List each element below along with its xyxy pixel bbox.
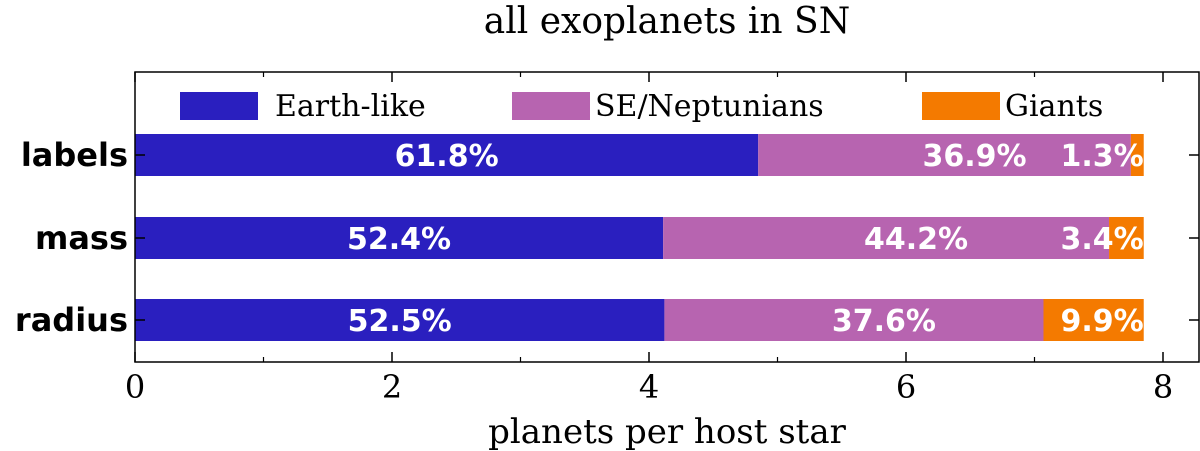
x-axis-label: planets per host star [488,412,846,451]
category-label-mass: mass [35,219,128,257]
bar-mass-se-neptunians [663,217,1110,259]
x-axis: 0 2 4 6 8 [125,72,1199,406]
percent-label-radius-earth-like: 52.5% [348,304,452,339]
bar-mass-earth-like [135,217,664,259]
bar-labels-earth-like [135,134,759,176]
bar-radius-giants [1043,299,1144,341]
percent-label-labels-earth-like: 61.8% [395,139,499,174]
bar-labels-se-neptunians [758,134,1131,176]
category-label-labels: labels [21,136,128,174]
percent-label-mass-giants: 3.4% [1061,222,1144,257]
percent-label-mass-earth-like: 52.4% [347,222,451,257]
percent-label-labels-se-neptunians: 36.9% [923,139,1027,174]
x-tick-label: 2 [382,368,402,406]
bar-radius-se-neptunians [664,299,1044,341]
x-tick-label: 6 [896,368,916,406]
bars-group: 61.8% 36.9% 1.3% 52.4% 44.2% 3.4% 52.5% 37.6% 9.… [135,134,1144,341]
x-tick-label: 4 [639,368,659,406]
percent-label-mass-se-neptunians: 44.2% [864,222,968,257]
chart-title: all exoplanets in SN [484,1,850,42]
category-label-radius: radius [15,301,128,339]
legend-swatch-giants [922,92,1000,120]
legend-swatch-earth-like [180,92,258,120]
percent-label-labels-giants: 1.3% [1061,139,1144,174]
legend-label-se-neptunians: SE/Neptunians [595,89,824,124]
legend-label-giants: Giants [1005,89,1103,124]
legend-swatch-se-neptunians [512,92,590,120]
percent-label-radius-giants: 9.9% [1061,304,1144,339]
legend: Earth-like SE/Neptunians Giants [180,89,1103,124]
category-labels: labels mass radius [15,136,128,339]
x-tick-label: 0 [125,368,145,406]
plot-frame [134,71,1200,363]
x-tick-label: 8 [1153,368,1173,406]
bar-radius-earth-like [135,299,665,341]
percent-label-radius-se-neptunians: 37.6% [832,304,936,339]
legend-label-earth-like: Earth-like [275,89,426,124]
bar-mass-giants [1109,217,1144,259]
bar-labels-giants [1130,134,1144,176]
